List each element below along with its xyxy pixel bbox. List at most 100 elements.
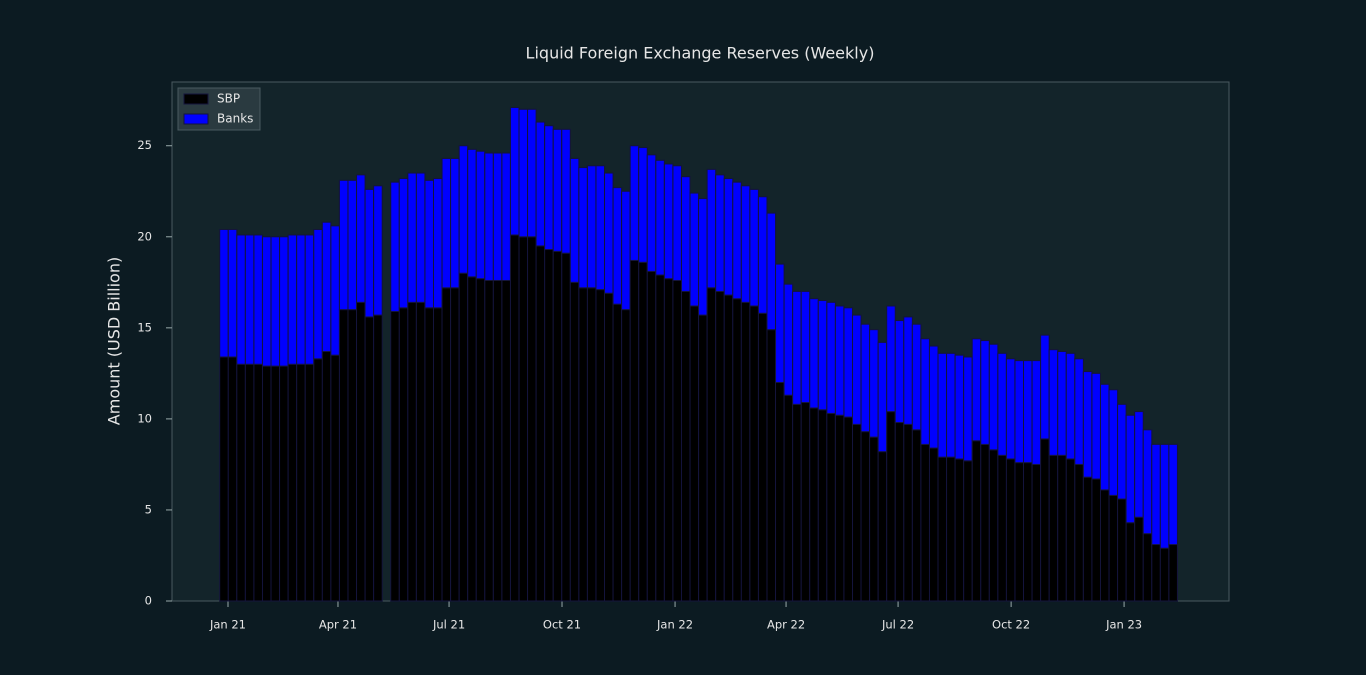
bar-segment [672,165,682,281]
bar-segment [1142,533,1153,602]
bar-segment [1108,389,1119,496]
bar-segment [621,190,631,311]
bar-segment [732,298,742,602]
bar-segment [903,423,913,602]
x-tick-label: Apr 21 [319,618,357,632]
bar-segment [886,411,896,602]
bar-segment [227,229,238,358]
bar-segment [894,422,905,602]
chart-title: Liquid Foreign Exchange Reserves (Weekly… [526,44,875,63]
bar-segment [843,416,853,602]
bar-segment [629,145,640,261]
bar-segment [535,245,546,602]
bar-segment [800,402,811,602]
bar-segment [484,152,494,281]
bar-segment [954,354,965,460]
bar-segment [561,128,571,254]
bar-segment [458,145,469,274]
bar-segment [219,356,229,602]
bar-segment [1074,358,1084,465]
bar-segment [313,229,323,360]
bar-segment [646,270,657,602]
bar-segment [450,157,460,289]
bar-segment [338,309,349,602]
bar-segment [757,196,768,314]
bar-segment [219,229,229,358]
bar-segment [244,234,255,365]
bar-segment [740,185,751,303]
bar-segment [261,236,272,367]
bar-segment [706,287,717,602]
bar-segment [971,338,982,442]
bar-segment [527,236,537,602]
bar-segment [886,305,896,413]
bar-segment [1031,360,1042,465]
bar-segment [954,458,965,602]
bar-segment [1040,334,1050,440]
bar-segment [672,279,682,602]
bar-segment [441,287,452,602]
bar-segment [834,305,845,416]
bar-segment [911,429,922,602]
bar-segment [441,157,452,289]
bar-segment [860,323,871,433]
y-tick-label: 10 [137,411,152,425]
bar-segment [988,449,999,602]
bar-segment [304,234,315,365]
bar-segment [424,307,434,602]
bar-segment [1065,352,1076,460]
bar-segment [869,329,879,438]
bar-segment [347,179,358,311]
bar-segment [509,234,520,602]
bar-segment [698,198,708,316]
bar-segment [817,300,828,411]
bar-segment [843,307,853,418]
bar-segment [424,179,434,309]
y-tick-label: 5 [145,502,152,516]
bar-segment [1014,462,1025,602]
bar-segment [270,236,281,367]
bar-segment [911,323,922,431]
bar-segment [415,172,426,303]
bar-segment [501,279,511,602]
x-tick-label: Apr 22 [767,618,805,632]
bar-segment [689,305,700,602]
bar-segment [338,179,349,311]
bar-segment [792,290,802,405]
bar-segment [509,106,520,236]
bar-segment [1125,522,1136,602]
bar-segment [1134,516,1144,602]
bar-segment [646,154,657,272]
y-tick-label: 0 [145,594,152,608]
bar-segment [680,290,691,602]
bar-segment [621,309,631,602]
bar-segment [1048,454,1059,602]
bar-segment [330,354,340,602]
bar-segment [680,176,691,292]
bar-segment [467,276,477,602]
bar-segment [834,414,845,602]
bar-segment [851,423,862,602]
bar-segment [817,409,828,602]
bar-segment [595,165,606,291]
bar-segment [749,188,759,307]
bar-segment [415,301,426,602]
bar-segment [1099,489,1110,602]
bar-segment [261,365,272,602]
bar-segment [450,287,460,602]
bar-segment [552,128,563,252]
bar-segment [946,456,956,602]
bar-segment [920,338,930,445]
bar-segment [749,305,759,602]
bar-segment [655,274,665,602]
bar-segment [1074,463,1084,602]
bar-segment [723,294,734,602]
legend-swatch [183,93,209,105]
bar-segment [492,279,503,602]
bar-segment [432,307,443,602]
bar-segment [1134,411,1144,518]
legend-swatch [183,113,209,125]
bar-segment [988,343,999,451]
bar-segment [527,108,537,238]
bar-segment [1159,443,1170,549]
